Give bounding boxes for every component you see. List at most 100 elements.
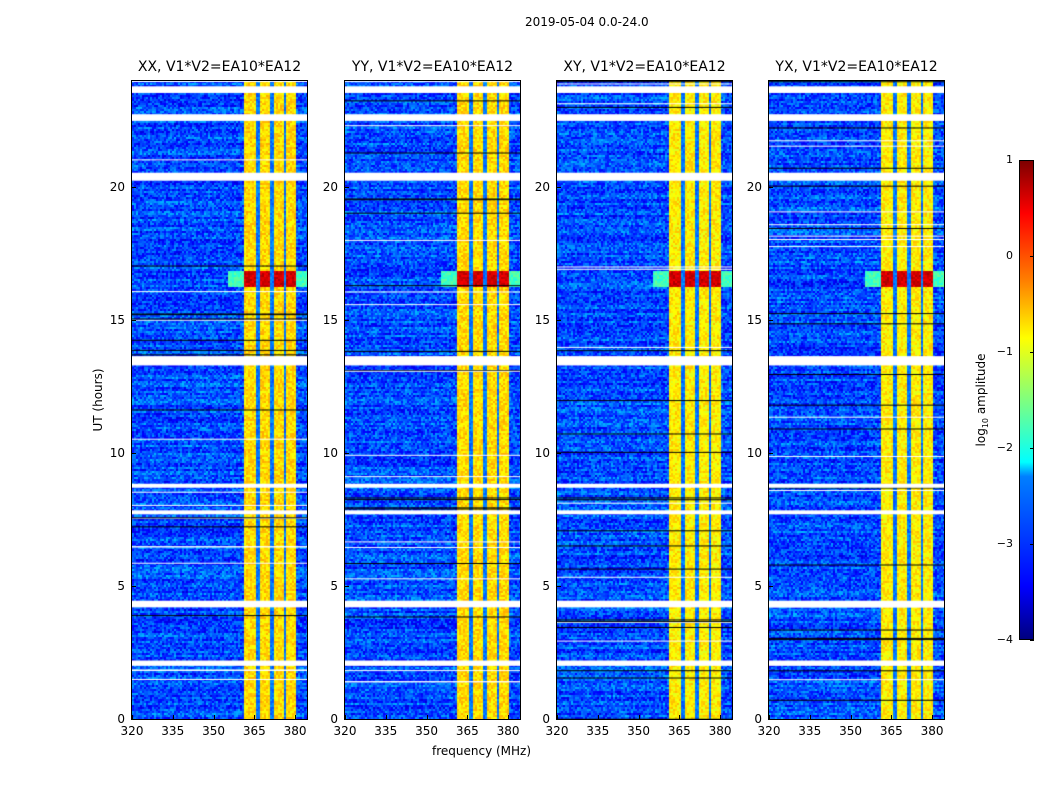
heatmap-image — [557, 81, 732, 719]
y-tick-mark — [557, 719, 561, 720]
x-tick-mark — [891, 715, 893, 719]
colorbar-tick-label: −1 — [996, 345, 1013, 358]
x-tick-mark — [850, 715, 852, 719]
heatmap-panel — [768, 80, 945, 720]
x-tick-label: 365 — [455, 724, 479, 738]
y-tick-mark — [769, 187, 773, 189]
y-tick-mark — [557, 453, 561, 455]
y-axis-label: UT (hours) — [91, 368, 105, 432]
x-tick-label: 365 — [879, 724, 903, 738]
heatmap-image — [769, 81, 944, 719]
y-tick-mark — [345, 187, 349, 189]
heatmap-image — [345, 81, 520, 719]
y-tick-label: 10 — [322, 446, 338, 461]
x-tick-label: 320 — [120, 724, 144, 738]
x-tick-label: 335 — [586, 724, 610, 738]
y-tick-label: 5 — [754, 579, 762, 594]
x-tick-mark — [508, 715, 510, 719]
y-tick-mark — [132, 187, 136, 189]
colorbar-tick-mark — [1030, 160, 1034, 161]
colorbar-tick-label: 1 — [1006, 153, 1013, 166]
x-tick-label: 350 — [202, 724, 225, 738]
y-tick-label: 10 — [109, 446, 125, 461]
panel-title: YY, V1*V2=EA10*EA12 — [351, 59, 514, 75]
x-tick-mark — [679, 715, 681, 719]
x-tick-mark — [467, 715, 469, 719]
y-tick-mark — [132, 453, 136, 455]
x-tick-label: 380 — [708, 724, 732, 738]
x-tick-label: 335 — [798, 724, 822, 738]
y-tick-mark — [345, 453, 349, 455]
x-tick-mark — [132, 715, 133, 719]
y-tick-label: 20 — [109, 180, 125, 195]
y-tick-label: 0 — [542, 712, 550, 726]
y-tick-label: 0 — [754, 712, 762, 726]
x-tick-mark — [638, 715, 640, 719]
y-tick-mark — [132, 320, 136, 322]
x-tick-mark — [769, 715, 770, 719]
x-tick-mark — [254, 715, 256, 719]
y-tick-mark — [132, 586, 136, 588]
y-tick-label: 10 — [534, 446, 550, 461]
heatmap-panel — [131, 80, 308, 720]
x-tick-label: 335 — [374, 724, 398, 738]
x-tick-label: 335 — [161, 724, 185, 738]
y-tick-label: 10 — [746, 446, 762, 461]
x-tick-label: 320 — [333, 724, 357, 738]
x-tick-mark — [426, 715, 428, 719]
x-tick-mark — [720, 715, 722, 719]
colorbar-label: log10 amplitude — [973, 353, 991, 447]
y-tick-mark — [769, 586, 773, 588]
heatmap-image — [132, 81, 307, 719]
x-tick-label: 350 — [839, 724, 862, 738]
y-tick-label: 20 — [534, 180, 550, 195]
x-tick-label: 365 — [667, 724, 691, 738]
colorbar-tick-label: −3 — [996, 537, 1013, 550]
y-tick-mark — [345, 586, 349, 588]
y-tick-label: 15 — [322, 313, 338, 328]
x-tick-label: 380 — [496, 724, 520, 738]
y-tick-label: 0 — [330, 712, 338, 726]
y-tick-label: 5 — [117, 579, 125, 594]
y-tick-label: 15 — [534, 313, 550, 328]
y-tick-mark — [345, 719, 349, 720]
panel-title: XY, V1*V2=EA10*EA12 — [563, 59, 726, 75]
colorbar-tick-mark — [1030, 352, 1034, 353]
x-tick-mark — [295, 715, 297, 719]
x-tick-mark — [932, 715, 934, 719]
y-tick-mark — [132, 719, 136, 720]
y-tick-mark — [557, 586, 561, 588]
x-tick-label: 320 — [545, 724, 569, 738]
colorbar-tick-mark — [1030, 256, 1034, 257]
x-tick-label: 365 — [242, 724, 266, 738]
figure-suptitle: 2019-05-04 0.0-24.0 — [525, 15, 649, 29]
panel-title: XX, V1*V2=EA10*EA12 — [137, 59, 302, 75]
x-tick-label: 320 — [757, 724, 781, 738]
y-tick-label: 0 — [117, 712, 125, 726]
y-tick-label: 5 — [330, 579, 338, 594]
colorbar-tick-mark — [1030, 448, 1034, 449]
x-tick-mark — [385, 715, 387, 719]
heatmap-panel — [344, 80, 521, 720]
x-tick-mark — [172, 715, 174, 719]
x-tick-mark — [213, 715, 215, 719]
y-tick-mark — [557, 187, 561, 189]
panel-title: YX, V1*V2=EA10*EA12 — [775, 59, 938, 75]
x-tick-label: 350 — [415, 724, 438, 738]
x-tick-label: 380 — [920, 724, 944, 738]
x-tick-label: 350 — [627, 724, 650, 738]
y-tick-label: 5 — [542, 579, 550, 594]
y-tick-label: 20 — [322, 180, 338, 195]
y-tick-mark — [557, 320, 561, 322]
x-tick-label: 380 — [283, 724, 307, 738]
y-tick-label: 15 — [109, 313, 125, 328]
x-tick-mark — [597, 715, 599, 719]
colorbar-tick-mark — [1030, 544, 1034, 545]
y-tick-label: 15 — [746, 313, 762, 328]
y-tick-mark — [769, 320, 773, 322]
colorbar-tick-label: 0 — [1006, 249, 1013, 262]
y-tick-mark — [769, 453, 773, 455]
y-tick-mark — [345, 320, 349, 322]
colorbar-tick-label: −4 — [996, 633, 1013, 646]
